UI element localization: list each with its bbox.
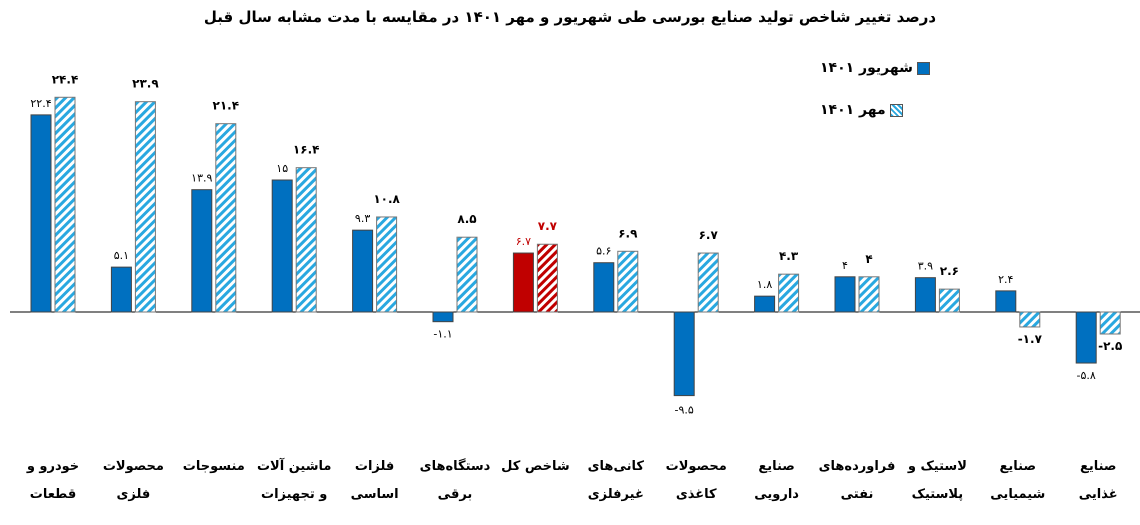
category-label: منسوجات xyxy=(183,459,245,474)
category-label: کانی‌های xyxy=(588,459,645,474)
data-label: ۲.۶ xyxy=(940,264,959,278)
data-label: ۴.۳ xyxy=(779,249,799,263)
legend-swatch-striped xyxy=(889,103,903,117)
data-label: ۶.۷ xyxy=(699,228,719,242)
category-label: لاستیک و xyxy=(907,459,967,474)
data-label: -۱.۷ xyxy=(1018,332,1043,346)
legend-item-shahrivar: شهریور ۱۴۰۱ xyxy=(820,60,930,76)
bar-shahrivar xyxy=(995,290,1017,313)
bar-mehr xyxy=(54,96,76,313)
bar-mehr xyxy=(295,167,317,313)
bar-shahrivar xyxy=(271,179,293,313)
category-label: برقی xyxy=(438,487,473,502)
legend-swatch-solid xyxy=(916,61,930,75)
category-label: و تجهیزات xyxy=(261,487,327,502)
bar-mehr xyxy=(1019,311,1041,328)
category-label: نفتی xyxy=(841,487,874,502)
bar-mehr xyxy=(1099,311,1121,335)
bar-mehr xyxy=(134,101,156,313)
data-label: ۲۴.۴ xyxy=(52,72,79,86)
data-label: ۱.۸ xyxy=(757,278,772,291)
bar-mehr xyxy=(376,216,398,313)
bar-shahrivar xyxy=(512,252,534,313)
category-label: فراورده‌های xyxy=(819,459,896,474)
bar-shahrivar xyxy=(593,262,615,313)
category-label: اساسی xyxy=(351,487,399,502)
category-label: فلزی xyxy=(116,487,150,502)
category-label: محصولات xyxy=(666,459,727,474)
bar-mehr xyxy=(938,288,960,313)
bar-mehr xyxy=(536,243,558,313)
data-label: ۲.۴ xyxy=(998,273,1013,286)
category-label: قطعات xyxy=(30,487,76,502)
bar-mehr xyxy=(778,273,800,313)
category-label: فلزات xyxy=(355,459,394,474)
data-label: ۱۵ xyxy=(276,162,288,175)
category-label: غیرفلزی xyxy=(588,487,644,502)
category-label: غذایی xyxy=(1079,487,1118,502)
legend-label: مهر ۱۴۰۱ xyxy=(820,102,886,118)
bar-shahrivar xyxy=(352,229,374,313)
category-label: کاغذی xyxy=(676,487,717,502)
data-label: ۴ xyxy=(865,252,872,266)
category-label: صنایع xyxy=(758,459,795,474)
data-label: ۷.۷ xyxy=(538,219,558,233)
data-label: ۵.۱ xyxy=(114,249,129,262)
data-label: ۶.۹ xyxy=(618,226,638,240)
data-label: -۵.۸ xyxy=(1077,369,1096,382)
bar-shahrivar xyxy=(432,311,454,323)
bar-mehr xyxy=(697,252,719,313)
data-label: ۳.۹ xyxy=(918,260,933,273)
bar-shahrivar xyxy=(191,189,213,313)
category-label: شاخص کل xyxy=(501,459,569,474)
category-label: دارویی xyxy=(754,487,799,502)
bar-shahrivar xyxy=(30,114,52,313)
legend-label: شهریور ۱۴۰۱ xyxy=(820,60,913,76)
category-label: شیمیایی xyxy=(990,487,1045,502)
category-label: صنایع xyxy=(1080,459,1117,474)
data-label: ۶.۷ xyxy=(516,235,531,248)
data-label: -۱.۱ xyxy=(433,328,452,341)
data-label: ۴ xyxy=(842,259,848,272)
data-label: ۹.۳ xyxy=(355,212,370,225)
data-label: ۱۶.۴ xyxy=(293,143,320,157)
bar-shahrivar xyxy=(754,295,776,313)
category-label: پلاستیک xyxy=(912,487,963,502)
data-label: ۵.۶ xyxy=(596,245,611,258)
bar-mehr xyxy=(456,236,478,313)
bar-shahrivar xyxy=(110,266,132,313)
bar-shahrivar xyxy=(673,311,695,397)
category-label: دستگاه‌های xyxy=(420,458,491,474)
data-label: -۹.۵ xyxy=(675,404,694,417)
category-label: صنایع xyxy=(1000,459,1037,474)
bar-shahrivar xyxy=(834,276,856,313)
data-label: ۱۰.۸ xyxy=(373,192,400,206)
bar-mehr xyxy=(858,276,880,313)
category-label: ماشین آلات xyxy=(257,457,331,474)
data-label: ۲۳.۹ xyxy=(132,77,159,91)
data-label: ۲۲.۴ xyxy=(30,97,51,110)
data-label: ۲۱.۴ xyxy=(213,99,240,113)
bar-mehr xyxy=(617,250,639,313)
category-label: خودرو و xyxy=(26,459,79,474)
data-label: -۲.۵ xyxy=(1098,339,1122,353)
legend-item-mehr: مهر ۱۴۰۱ xyxy=(820,102,903,118)
bar-shahrivar xyxy=(1075,311,1097,364)
data-label: ۱۳.۹ xyxy=(191,172,212,185)
bar-shahrivar xyxy=(914,277,936,313)
chart-title: درصد تغییر شاخص تولید صنایع بورسی طی شهر… xyxy=(203,8,937,26)
bar-mehr xyxy=(215,123,237,313)
data-label: ۸.۵ xyxy=(457,212,476,226)
category-label: محصولات xyxy=(103,459,164,474)
